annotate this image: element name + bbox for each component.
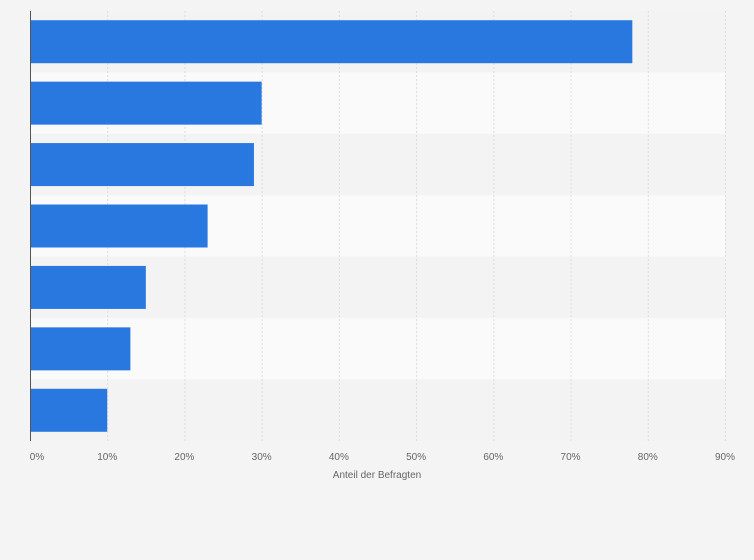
x-tick-label: 60% bbox=[483, 452, 503, 463]
x-tick-label: 0% bbox=[30, 452, 45, 463]
x-tick-label: 40% bbox=[329, 452, 349, 463]
row-band bbox=[30, 379, 725, 441]
row-band bbox=[30, 318, 725, 380]
bar[interactable] bbox=[30, 388, 108, 432]
bar[interactable] bbox=[30, 265, 146, 309]
bar[interactable] bbox=[30, 81, 262, 125]
bars bbox=[30, 20, 633, 432]
bar[interactable] bbox=[30, 143, 254, 187]
x-tick-label: 10% bbox=[97, 452, 117, 463]
x-tick-label: 30% bbox=[252, 452, 272, 463]
x-tick-label: 80% bbox=[638, 452, 658, 463]
x-tick-label: 50% bbox=[406, 452, 426, 463]
x-tick-label: 90% bbox=[715, 452, 735, 463]
bar[interactable] bbox=[30, 204, 208, 248]
x-axis-label: Anteil der Befragten bbox=[333, 470, 421, 481]
x-tick-label: 70% bbox=[561, 452, 581, 463]
bar[interactable] bbox=[30, 327, 131, 371]
bar[interactable] bbox=[30, 20, 633, 64]
x-tick-label: 20% bbox=[174, 452, 194, 463]
x-tick-labels: 0% 10% 20% 30% 40% 50% 60% 70% 80% 90% bbox=[30, 452, 735, 463]
